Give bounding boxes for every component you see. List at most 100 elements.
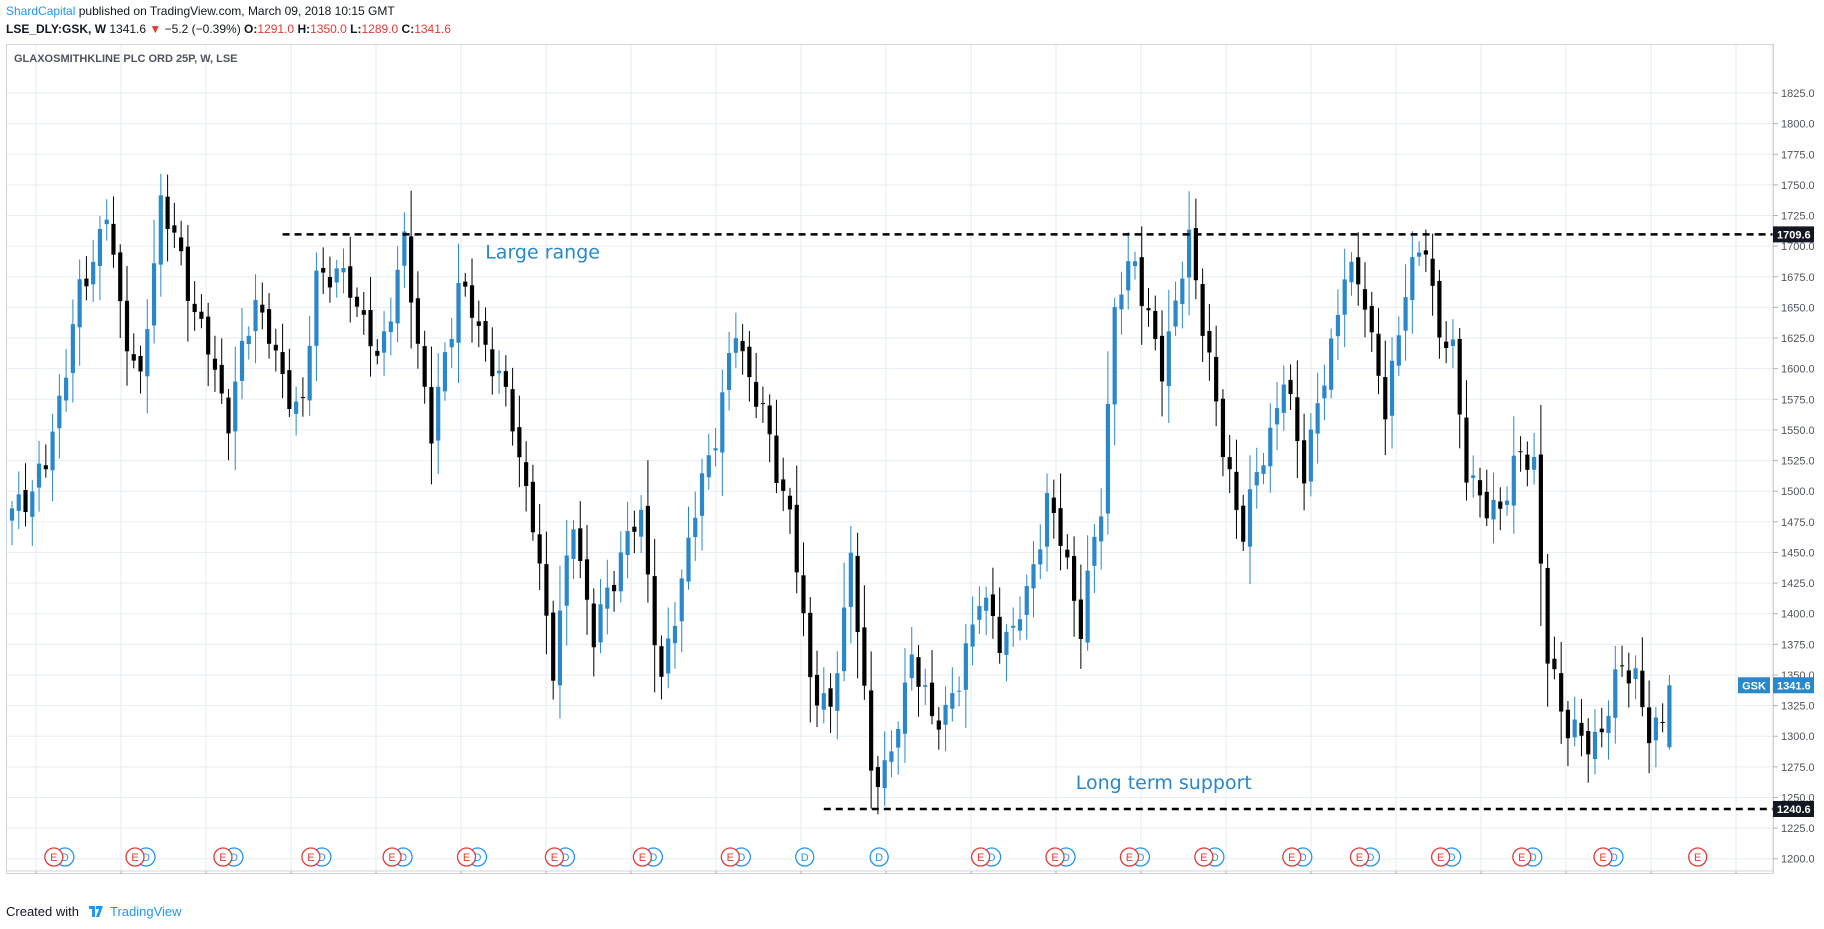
candle-body[interactable]	[104, 219, 109, 225]
candle-body[interactable]	[300, 397, 305, 399]
candle-body[interactable]	[740, 341, 745, 352]
candle-body[interactable]	[388, 321, 393, 333]
candle-body[interactable]	[1254, 472, 1259, 486]
earnings-badge[interactable]	[301, 847, 321, 867]
candle-body[interactable]	[1180, 278, 1185, 304]
candle-body[interactable]	[1058, 508, 1063, 546]
candle-body[interactable]	[1173, 300, 1178, 327]
candle-body[interactable]	[1315, 403, 1320, 434]
candle-body[interactable]	[253, 299, 258, 332]
candle-body[interactable]	[111, 223, 116, 255]
candle-body[interactable]	[43, 465, 48, 470]
candle-body[interactable]	[1660, 721, 1665, 723]
candle-body[interactable]	[1288, 379, 1293, 395]
candle-body[interactable]	[280, 352, 285, 375]
candle-body[interactable]	[1078, 599, 1083, 639]
candle-body[interactable]	[726, 353, 732, 390]
candle-body[interactable]	[124, 300, 130, 352]
candle-body[interactable]	[1335, 314, 1341, 337]
candle-body[interactable]	[713, 448, 718, 451]
candle-body[interactable]	[652, 576, 657, 646]
candle-body[interactable]	[916, 657, 921, 687]
candle-body[interactable]	[1220, 398, 1226, 458]
candle-body[interactable]	[632, 526, 637, 532]
candle-body[interactable]	[381, 331, 387, 353]
candle-body[interactable]	[1572, 719, 1577, 738]
candle-body[interactable]	[16, 494, 21, 511]
candles[interactable]	[9, 173, 1672, 815]
candle-body[interactable]	[591, 603, 596, 648]
candle-body[interactable]	[1545, 567, 1550, 664]
earnings-badge[interactable]	[213, 847, 233, 867]
candle-body[interactable]	[1092, 536, 1097, 566]
candle-body[interactable]	[808, 612, 813, 678]
candle-body[interactable]	[361, 310, 366, 315]
candle-body[interactable]	[415, 298, 420, 344]
candle-body[interactable]	[70, 324, 75, 374]
candle-body[interactable]	[639, 509, 644, 537]
candle-body[interactable]	[57, 395, 62, 429]
candle-body[interactable]	[1565, 709, 1571, 739]
candle-body[interactable]	[584, 559, 590, 600]
horizontal-lines[interactable]: Large range Long term support	[282, 233, 1773, 811]
candle-body[interactable]	[564, 555, 569, 606]
candle-body[interactable]	[84, 278, 89, 287]
candle-body[interactable]	[1403, 297, 1408, 331]
candle-body[interactable]	[1031, 564, 1036, 589]
candle-body[interactable]	[327, 276, 333, 288]
candle-body[interactable]	[185, 246, 190, 301]
candle-body[interactable]	[1511, 455, 1516, 506]
candle-body[interactable]	[1417, 252, 1422, 257]
event-badges[interactable]: DE DE DE DE DE DE DE DE DE D D DE DE DE DE DE DE DE DE DE E	[44, 847, 1708, 867]
candle-body[interactable]	[1633, 668, 1638, 680]
candle-body[interactable]	[375, 350, 380, 356]
earnings-badge[interactable]	[1593, 847, 1613, 867]
candle-body[interactable]	[219, 364, 224, 394]
candle-body[interactable]	[869, 690, 874, 771]
earnings-badge[interactable]	[1688, 847, 1708, 867]
earnings-badge[interactable]	[456, 847, 477, 867]
candle-body[interactable]	[1153, 310, 1158, 339]
candle-body[interactable]	[1261, 465, 1266, 474]
candle-body[interactable]	[1471, 475, 1476, 478]
candle-body[interactable]	[1295, 397, 1300, 442]
candle-body[interactable]	[266, 309, 272, 344]
earnings-badge[interactable]	[544, 847, 565, 867]
candle-body[interactable]	[1044, 493, 1050, 547]
candle-body[interactable]	[1423, 250, 1428, 255]
candle-body[interactable]	[1268, 427, 1273, 467]
candle-body[interactable]	[578, 528, 583, 561]
candle-body[interactable]	[767, 405, 772, 435]
candle-body[interactable]	[77, 279, 82, 328]
candle-body[interactable]	[943, 704, 948, 725]
candle-body[interactable]	[787, 495, 793, 510]
candle-body[interactable]	[490, 349, 495, 377]
candle-body[interactable]	[760, 403, 765, 405]
chart-container[interactable]: GLAXOSMITHKLINE PLC ORD 25P, W, LSE Larg…	[6, 44, 1817, 890]
candle-body[interactable]	[1146, 308, 1151, 311]
candle-body[interactable]	[97, 229, 103, 266]
candle-body[interactable]	[1166, 331, 1171, 387]
candle-body[interactable]	[862, 627, 867, 686]
candle-body[interactable]	[1525, 454, 1530, 470]
candle-body[interactable]	[1004, 631, 1009, 655]
candle-body[interactable]	[307, 345, 312, 401]
candle-body[interactable]	[747, 346, 752, 378]
candle-body[interactable]	[1376, 333, 1381, 376]
candle-body[interactable]	[138, 356, 143, 372]
earnings-badge[interactable]	[1119, 847, 1140, 867]
candle-body[interactable]	[1281, 384, 1286, 413]
candle-body[interactable]	[1207, 330, 1212, 353]
candle-body[interactable]	[821, 693, 826, 710]
candle-body[interactable]	[1024, 586, 1029, 615]
candle-body[interactable]	[672, 625, 678, 644]
candle-body[interactable]	[1430, 258, 1435, 286]
candle-body[interactable]	[699, 473, 705, 516]
candle-body[interactable]	[1396, 335, 1401, 366]
candle-body[interactable]	[212, 358, 218, 370]
candle-body[interactable]	[321, 268, 326, 273]
candle-body[interactable]	[923, 685, 928, 687]
candle-body[interactable]	[1362, 289, 1368, 310]
candle-body[interactable]	[882, 760, 887, 789]
candle-body[interactable]	[1504, 500, 1510, 505]
